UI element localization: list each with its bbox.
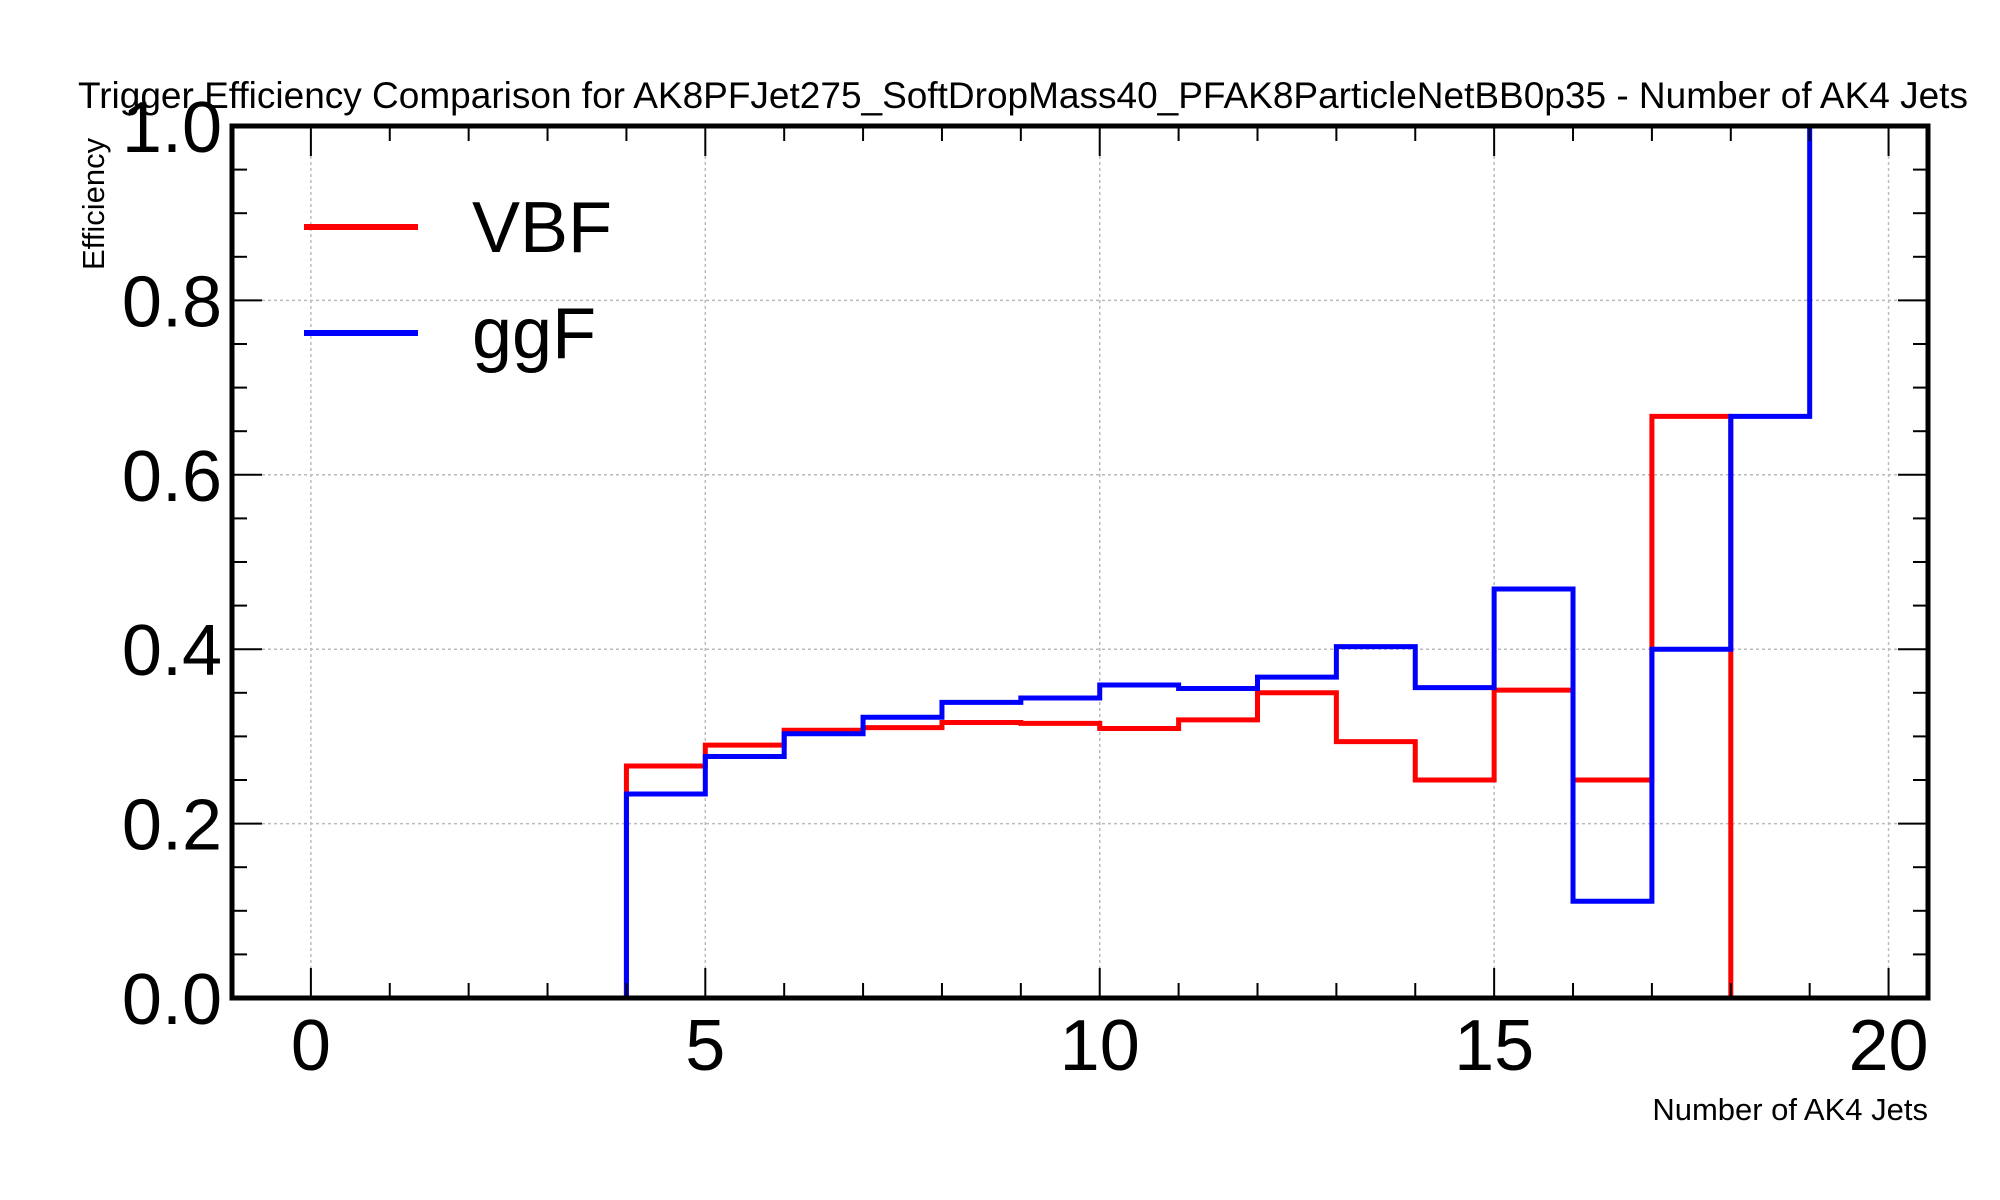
x-tick-label: 15 [1454,1006,1534,1086]
y-tick-label: 1.0 [122,88,222,168]
x-axis-label: Number of AK4 Jets [1652,1092,1928,1127]
legend-label-ggf: ggF [472,294,596,374]
y-tick-label: 0.8 [122,262,222,342]
y-tick-label: 0.2 [122,786,222,866]
tick-labels: 0 5 10 15 20 0.0 0.2 0.4 0.6 0.8 1.0 [122,88,1929,1086]
legend-label-vbf: VBF [472,188,612,268]
series-group [623,123,1889,998]
plot-frame [229,123,1931,1001]
y-tick-label: 0.6 [122,437,222,517]
x-tick-label: 0 [291,1006,331,1086]
series-line-ggf [623,123,1889,998]
y-tick-label: 0.4 [122,611,222,691]
x-tick-label: 10 [1060,1006,1140,1086]
y-axis-label: Efficiency [76,137,111,270]
y-tick-label: 0.0 [122,960,222,1040]
x-tick-label: 20 [1849,1006,1929,1086]
series-line-vbf [623,413,1734,998]
x-tick-label: 5 [685,1006,725,1086]
legend: VBF ggF [304,188,612,374]
chart-title: Trigger Efficiency Comparison for AK8PFJ… [78,75,1968,116]
